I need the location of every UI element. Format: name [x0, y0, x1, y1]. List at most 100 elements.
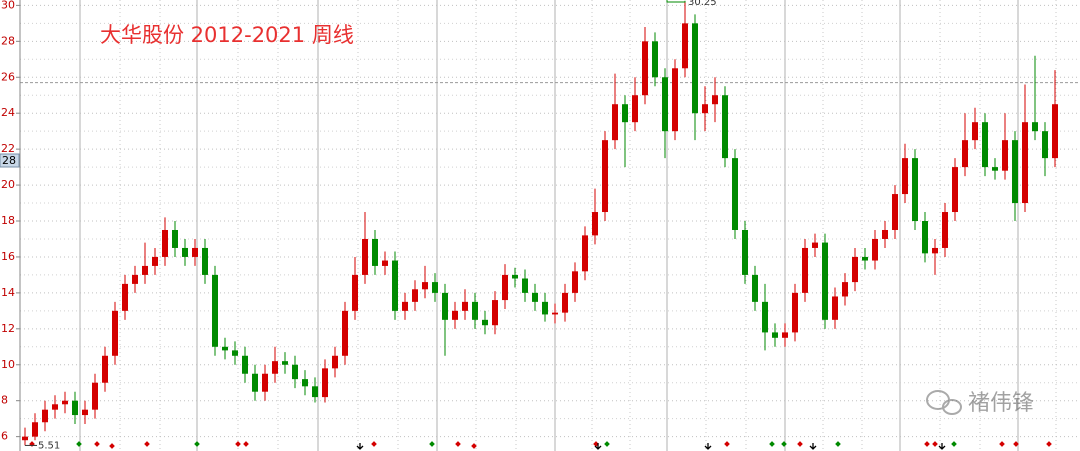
candle-body [132, 274, 138, 284]
candle-body [552, 312, 558, 315]
y-tick-label: 22 [1, 142, 15, 155]
candle-body [532, 292, 538, 302]
y-tick-label: 20 [1, 178, 15, 191]
candle-body [492, 300, 498, 326]
candle-body [712, 95, 718, 105]
candle-body [52, 404, 58, 410]
candle-body [782, 332, 788, 338]
y-tick-label: 30 [1, 0, 15, 11]
candle-body [522, 278, 528, 293]
y-tick-label: 12 [1, 322, 15, 335]
candle-body [972, 122, 978, 141]
candle-body [1022, 122, 1028, 204]
candle-body [842, 282, 848, 297]
candle-body [922, 221, 928, 254]
candle-body [102, 355, 108, 383]
candle-body [22, 436, 28, 441]
grid [16, 0, 1080, 451]
candle-body [472, 301, 478, 320]
candle-body [282, 361, 288, 365]
candle-body [962, 140, 968, 168]
candle-body [622, 104, 628, 123]
candle-body [322, 368, 328, 398]
candle-body [822, 242, 828, 320]
candle-body [642, 41, 648, 96]
candle-body [312, 386, 318, 398]
candle-body [722, 95, 728, 159]
candle-body [122, 283, 128, 311]
cursor-label: 28 [2, 154, 16, 167]
candle-body [232, 350, 238, 356]
watermark-text: 褚伟锋 [968, 391, 1034, 416]
candle-body [422, 282, 428, 290]
candle-body [482, 319, 488, 326]
candle-body [992, 167, 998, 171]
candle-body [612, 104, 618, 141]
candle-body [162, 229, 168, 257]
candle-body [902, 158, 908, 195]
year-separators [79, 0, 1019, 451]
candle-body [952, 167, 958, 213]
candle-body [462, 301, 468, 311]
y-tick-label: 16 [1, 250, 15, 263]
candle-body [202, 247, 208, 275]
candles [22, 0, 1058, 446]
candle-body [802, 247, 808, 293]
candle-body [862, 256, 868, 261]
candle-body [882, 229, 888, 239]
candle-body [772, 332, 778, 338]
candle-body [542, 301, 548, 315]
candle-body [672, 68, 678, 132]
chart-title: 大华股份 2012-2021 周线 [100, 23, 354, 47]
candle-body [272, 361, 278, 374]
candle-body [382, 260, 388, 266]
candle-body [732, 158, 738, 230]
candle-body [872, 238, 878, 261]
candle-body [512, 274, 518, 279]
min-label: 5.51 [38, 440, 60, 451]
candle-body [812, 242, 818, 248]
candle-body [192, 247, 198, 257]
candle-body [1042, 131, 1048, 159]
max-label: 30.25 [688, 0, 717, 8]
candle-body [42, 409, 48, 423]
candle-body [442, 292, 448, 320]
candle-body [682, 23, 688, 69]
candle-body [1002, 140, 1008, 171]
candle-body [32, 422, 38, 437]
y-tick-label: 8 [1, 394, 8, 407]
max-pointer [666, 0, 686, 3]
candle-body [242, 355, 248, 374]
candle-body [632, 95, 638, 123]
y-tick-label: 26 [1, 70, 15, 83]
candle-body [1052, 104, 1058, 159]
candle-body [372, 238, 378, 266]
candle-body [1012, 140, 1018, 204]
candle-body [112, 310, 118, 356]
candle-body [572, 271, 578, 293]
candle-body [602, 140, 608, 213]
y-tick-label: 18 [1, 214, 15, 227]
candle-body [942, 212, 948, 248]
candle-body [262, 373, 268, 392]
y-tick-label: 28 [1, 34, 15, 47]
candle-body [72, 400, 78, 416]
candle-body [852, 256, 858, 283]
cursor-box [0, 153, 20, 168]
y-tick-label: 14 [1, 286, 15, 299]
candle-body [932, 247, 938, 254]
candle-body [342, 310, 348, 356]
candle-body [452, 310, 458, 320]
candle-body [332, 355, 338, 369]
candle-body [222, 346, 228, 351]
candle-body [502, 274, 508, 301]
candle-body [662, 77, 668, 132]
y-tick-label: 24 [1, 106, 15, 119]
candle-body [582, 235, 588, 272]
candle-body [1032, 122, 1038, 132]
candle-body [352, 274, 358, 311]
candle-body [412, 289, 418, 302]
candle-body [62, 400, 68, 405]
